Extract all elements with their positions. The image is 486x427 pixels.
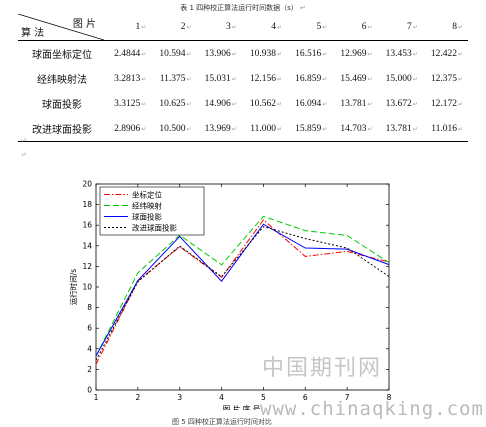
- y-tick-label: 20: [82, 180, 92, 189]
- table-cell: 13.672↵: [385, 98, 418, 109]
- y-tick-label: 0: [87, 386, 92, 395]
- table-cell: 14.703↵: [332, 116, 378, 142]
- column-header: 7↵: [377, 14, 423, 41]
- table-cell: 13.781↵: [340, 98, 373, 109]
- watermark-cn: 中国期刊网: [262, 356, 383, 381]
- y-axis-label: 运行时间/s: [68, 269, 78, 306]
- corner-diagonal: [18, 14, 104, 40]
- table-cell: 15.859↵: [287, 116, 333, 142]
- figure-caption: 图 5 四种校正算法运行时间对比: [172, 418, 272, 426]
- table-cell: 3.3125↵: [114, 98, 147, 109]
- legend-label: 球面投影: [132, 212, 162, 222]
- table-row: 改进球面投影 2.8906↵ 10.500↵ 13.969↵ 11.000↵ 1…: [18, 116, 468, 142]
- table-row: 球面坐标定位 2.4844↵ 10.594↵ 13.906↵ 10.938↵ 1…: [18, 41, 468, 67]
- table-cell: 12.172↵: [430, 98, 463, 109]
- x-tick-label: 5: [261, 393, 266, 402]
- table-cell: 10.500↵: [151, 116, 197, 142]
- table-cell: 10.938↵: [249, 48, 282, 59]
- x-axis-label: 图片序号: [223, 404, 263, 410]
- series-line: [95, 215, 390, 357]
- table-cell: 15.000↵: [385, 73, 418, 84]
- table-cell: 13.969↵: [196, 116, 242, 142]
- column-header: 8↵: [422, 14, 468, 41]
- runtime-table: 图 片 算 法 1↵ 2↵ 3↵ 4↵ 5↵ 6↵ 7↵ 8↵ 球面坐标定位 2…: [18, 14, 468, 142]
- table-cell: 13.781↵: [377, 116, 423, 142]
- y-tick-label: 14: [82, 241, 92, 250]
- y-tick-label: 6: [87, 324, 92, 333]
- column-header: 2↵: [151, 14, 197, 41]
- corner-label-image: 图 片: [72, 19, 96, 30]
- table-cell: 11.016↵: [422, 116, 468, 142]
- watermark-url: www.chinaqking.com: [260, 398, 484, 420]
- y-tick-label: 10: [82, 283, 92, 292]
- x-tick-label: 7: [345, 393, 350, 402]
- table-cell: 12.422↵: [430, 48, 463, 59]
- y-tick-label: 12: [82, 262, 92, 271]
- series-line: [95, 219, 390, 365]
- table-corner-cell: 图 片 算 法: [18, 14, 106, 41]
- table-cell: 2.4844↵: [114, 48, 147, 59]
- paragraph-mark: ↵: [20, 136, 27, 145]
- column-header: 4↵: [241, 14, 287, 41]
- x-tick-label: 4: [219, 393, 224, 402]
- table-cell: 16.516↵: [295, 48, 328, 59]
- y-tick-label: 8: [87, 303, 92, 312]
- paragraph-mark: ↵: [20, 150, 27, 159]
- table-cell: 12.969↵: [340, 48, 373, 59]
- table-caption: 表 1 四种校正算法运行时间数据（s） ↵: [180, 4, 306, 12]
- series-line: [95, 226, 390, 361]
- table-row: 经纬映射法 3.2813↵ 11.375↵ 15.031↵ 12.156↵ 16…: [18, 66, 468, 91]
- y-tick-label: 16: [82, 221, 92, 230]
- y-tick-label: 18: [82, 200, 92, 209]
- table-header-row: 图 片 算 法 1↵ 2↵ 3↵ 4↵ 5↵ 6↵ 7↵ 8↵: [18, 14, 468, 41]
- series-line: [95, 223, 390, 357]
- table-cell: 15.031↵: [204, 73, 237, 84]
- legend-label: 坐标定位: [132, 190, 162, 200]
- table-cell: 10.625↵: [159, 98, 192, 109]
- table-row: 球面投影 3.3125↵ 10.625↵ 14.906↵ 10.562↵ 16.…: [18, 91, 468, 116]
- table-cell: 15.469↵: [340, 73, 373, 84]
- table-cell: 11.000↵: [241, 116, 287, 142]
- table-cell: 13.906↵: [204, 48, 237, 59]
- y-tick-label: 2: [87, 365, 92, 374]
- y-tick-label: 4: [87, 344, 92, 353]
- table-cell: 10.562↵: [249, 98, 282, 109]
- x-tick-label: 3: [177, 393, 182, 402]
- row-label: 球面坐标定位: [32, 50, 92, 61]
- table-cell: 14.906↵: [204, 98, 237, 109]
- table-cell: 16.094↵: [295, 98, 328, 109]
- corner-label-algorithm: 算 法: [21, 28, 45, 39]
- x-tick-label: 2: [135, 393, 140, 402]
- table-cell: 16.859↵: [295, 73, 328, 84]
- column-header: 6↵: [332, 14, 378, 41]
- legend-label: 经纬映射: [132, 201, 162, 211]
- row-label: 球面投影: [42, 100, 82, 111]
- row-label: 经纬映射法: [37, 75, 87, 86]
- x-tick-label: 1: [94, 393, 99, 402]
- table-cell: 11.375↵: [159, 73, 192, 84]
- table-cell: 3.2813↵: [114, 73, 147, 84]
- x-tick-label: 6: [303, 393, 308, 402]
- table-cell: 2.8906↵: [106, 116, 152, 142]
- column-header: 3↵: [196, 14, 242, 41]
- row-label: 改进球面投影: [18, 116, 106, 142]
- table-cell: 12.156↵: [249, 73, 282, 84]
- column-header: 1↵: [106, 14, 152, 41]
- table-cell: 12.375↵: [430, 73, 463, 84]
- column-header: 5↵: [287, 14, 333, 41]
- table-cell: 13.453↵: [385, 48, 418, 59]
- table-cell: 10.594↵: [159, 48, 192, 59]
- legend-label: 改进球面投影: [132, 223, 177, 233]
- x-tick-label: 8: [387, 393, 392, 402]
